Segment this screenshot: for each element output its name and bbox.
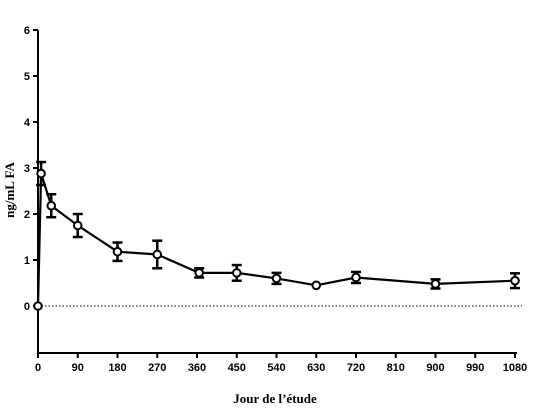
data-point [311, 280, 322, 291]
data-point [33, 301, 43, 311]
data-point [231, 268, 242, 278]
x-axis-title: Jour de l’étude [233, 391, 317, 406]
data-point [351, 272, 361, 283]
data-point [36, 168, 46, 179]
x-tick-label: 990 [466, 362, 484, 374]
axes: 0 1 2 3 4 5 6 0 90 180 270 360 450 540 630 720 810 900 990… [24, 25, 527, 374]
data-point [152, 249, 163, 260]
data-point [271, 273, 282, 284]
data-point [72, 220, 83, 231]
y-tick-label: 2 [24, 209, 30, 221]
x-tick-label: 900 [426, 362, 444, 374]
x-tick-label: 1080 [503, 362, 527, 374]
x-tick-label: 720 [347, 362, 365, 374]
data-point [510, 275, 520, 286]
x-tick-label: 90 [72, 362, 84, 374]
y-axis-title: ng/mL FA [2, 162, 17, 218]
y-tick-label: 4 [24, 117, 31, 129]
data-point [194, 268, 205, 278]
x-tick-label: 540 [267, 362, 285, 374]
x-tick-label: 360 [188, 362, 206, 374]
data-point [46, 200, 57, 211]
x-tick-label: 450 [228, 362, 246, 374]
x-tick-label: 810 [387, 362, 405, 374]
series-group [33, 160, 520, 311]
y-tick-label: 3 [24, 163, 30, 175]
data-point [430, 279, 441, 289]
x-tick-label: 270 [148, 362, 166, 374]
x-tick-label: 0 [35, 362, 41, 374]
data-point [112, 246, 123, 257]
series-line [36, 173, 516, 307]
y-tick-label: 6 [24, 25, 30, 37]
x-tick-label: 180 [108, 362, 126, 374]
x-tick-label: 630 [307, 362, 325, 374]
y-tick-label: 1 [24, 255, 30, 267]
y-tick-label: 0 [24, 301, 30, 313]
y-tick-label: 5 [24, 71, 30, 83]
